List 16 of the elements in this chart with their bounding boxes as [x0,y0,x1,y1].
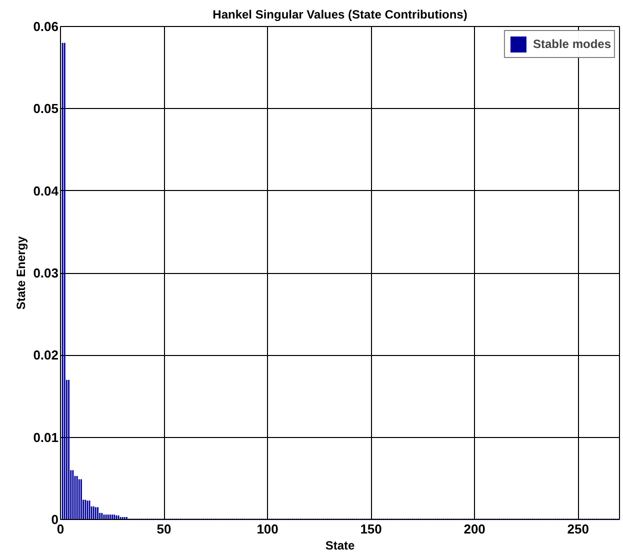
y-tick-label: 0.04 [33,183,60,198]
chart-title: Hankel Singular Values (State Contributions) [212,8,468,22]
x-tick-label: 150 [360,522,382,536]
x-tick-label: 200 [464,522,486,536]
x-tick-label: 50 [156,522,172,536]
y-tick-label: 0.02 [33,348,59,363]
x-tick-label: 250 [567,522,589,536]
y-tick-label: 0.06 [33,19,59,34]
x-axis-title: State [325,538,355,552]
x-tick-label: 100 [256,522,278,536]
y-tick-label: 0.03 [33,266,59,280]
y-tick-label: 0 [51,512,59,527]
y-axis-title: State Energy [14,236,28,310]
legend-label: Stable modes [532,37,611,51]
y-tick-label: 0.05 [33,101,59,116]
y-tick-label: 0.01 [33,430,59,445]
